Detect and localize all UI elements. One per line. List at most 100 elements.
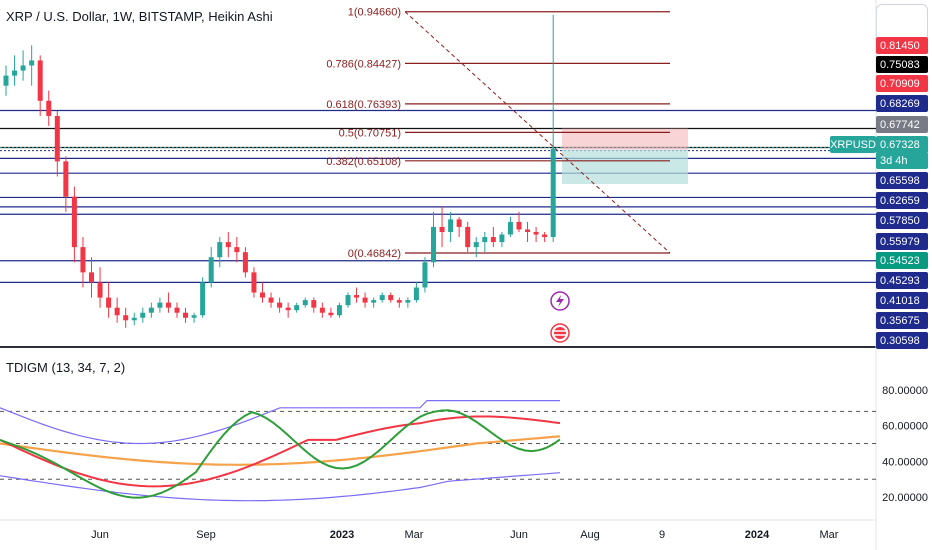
fib-level-label: 0.5(0.70751) [339, 127, 401, 139]
candle-body[interactable] [37, 60, 43, 101]
candle-body[interactable] [80, 247, 86, 273]
candle-body[interactable] [242, 252, 248, 273]
candle-body[interactable] [3, 75, 9, 86]
candle-body[interactable] [456, 219, 462, 227]
candle-body[interactable] [114, 307, 120, 316]
candle-body[interactable] [157, 302, 163, 308]
candle-body[interactable] [354, 295, 360, 298]
price-axis-label: 0.57850 [880, 215, 920, 227]
price-axis-tag[interactable] [876, 252, 928, 269]
candle-body[interactable] [106, 297, 112, 308]
candle-body[interactable] [234, 247, 240, 253]
chart-title: XRP / U.S. Dollar, 1W, BITSTAMP, Heikin … [6, 9, 273, 24]
candle-body[interactable] [183, 312, 189, 318]
candle-body[interactable] [123, 315, 129, 321]
candle-body[interactable] [405, 300, 411, 303]
symbol-tag-label: XRPUSD [830, 139, 876, 151]
price-axis-tag[interactable] [876, 75, 928, 92]
candle-body[interactable] [448, 219, 454, 232]
candle-body[interactable] [345, 295, 351, 306]
candle-body[interactable] [46, 100, 52, 116]
candle-body[interactable] [12, 70, 18, 76]
candle-body[interactable] [29, 60, 35, 66]
candle-body[interactable] [525, 229, 531, 232]
price-axis-tag[interactable] [876, 233, 928, 250]
price-axis-tag[interactable] [876, 37, 928, 54]
price-axis-tag[interactable] [876, 272, 928, 289]
candle-body[interactable] [140, 312, 146, 318]
price-axis-label: 0.45293 [880, 275, 920, 287]
candle-body[interactable] [413, 287, 419, 301]
candle-body[interactable] [131, 317, 137, 321]
price-axis-tag[interactable] [876, 95, 928, 112]
stop-loss-zone[interactable] [562, 128, 688, 150]
candle-body[interactable] [499, 234, 505, 243]
candle-body[interactable] [174, 307, 180, 313]
candle-body[interactable] [71, 196, 77, 248]
candle-body[interactable] [473, 242, 479, 248]
candle-body[interactable] [148, 307, 154, 313]
price-axis-tag[interactable] [876, 56, 928, 73]
candle-body[interactable] [319, 307, 325, 313]
candle-body[interactable] [328, 312, 334, 316]
fib-trend-line[interactable] [404, 11, 671, 254]
candle-body[interactable] [89, 272, 94, 283]
candle-body[interactable] [362, 297, 368, 303]
candle-body[interactable] [422, 262, 428, 288]
symbol-tag[interactable] [830, 136, 876, 153]
price-axis-tag[interactable] [876, 136, 928, 153]
candle-body[interactable] [268, 297, 274, 303]
price-axis-tag[interactable] [876, 192, 928, 209]
candle-body[interactable] [465, 226, 471, 248]
take-profit-zone[interactable] [562, 149, 688, 185]
candle-body[interactable] [97, 282, 103, 298]
price-axis-tag[interactable] [876, 212, 928, 229]
price-axis-tag[interactable] [876, 332, 928, 349]
candle-body[interactable] [20, 65, 26, 71]
candle-body[interactable] [336, 305, 342, 316]
price-axis-label: 0.54523 [880, 255, 920, 267]
chart-settings-button[interactable] [876, 4, 928, 42]
candle-body[interactable] [542, 234, 548, 238]
candle-body[interactable] [311, 300, 317, 308]
candle-body[interactable] [371, 300, 377, 303]
candle-body[interactable] [396, 300, 402, 303]
fib-level-label: 0.786(0.84427) [326, 58, 401, 70]
candle-body[interactable] [191, 315, 197, 318]
candle-body[interactable] [388, 295, 394, 301]
candle-body[interactable] [379, 295, 385, 301]
price-axis-tag[interactable] [876, 116, 928, 133]
time-axis-label: Aug [580, 529, 600, 541]
candle-body[interactable] [217, 242, 223, 258]
candle-body[interactable] [208, 257, 214, 283]
price-axis-tag[interactable] [876, 152, 928, 169]
candle-body[interactable] [490, 237, 496, 243]
candle-body[interactable] [63, 161, 69, 197]
candle-body[interactable] [294, 305, 300, 311]
candle-body[interactable] [200, 282, 206, 316]
candle-body[interactable] [431, 226, 436, 263]
price-axis-tag[interactable] [876, 312, 928, 329]
candle-body[interactable] [302, 300, 308, 306]
candle-body[interactable] [482, 237, 488, 243]
time-axis-label: Mar [405, 529, 424, 541]
time-axis-label: 9 [659, 529, 665, 541]
price-axis-label: 0.81450 [880, 40, 920, 52]
candle-body[interactable] [251, 272, 257, 293]
candle-body[interactable] [260, 292, 265, 298]
candle-body[interactable] [516, 221, 522, 230]
candle-body[interactable] [225, 242, 231, 248]
candle-body[interactable] [285, 307, 291, 311]
price-axis-tag[interactable] [876, 292, 928, 309]
candle-body[interactable] [533, 231, 539, 235]
fib-level-label: 0(0.46842) [348, 248, 401, 260]
candle-body[interactable] [277, 302, 283, 308]
candle-body[interactable] [165, 302, 171, 308]
candle-body[interactable] [54, 115, 60, 162]
us-flag-glyph-icon [554, 327, 566, 339]
candle-body[interactable] [507, 221, 513, 235]
candle-body[interactable] [550, 148, 556, 238]
candle-body[interactable] [439, 226, 445, 232]
price-axis-tag[interactable] [876, 172, 928, 189]
